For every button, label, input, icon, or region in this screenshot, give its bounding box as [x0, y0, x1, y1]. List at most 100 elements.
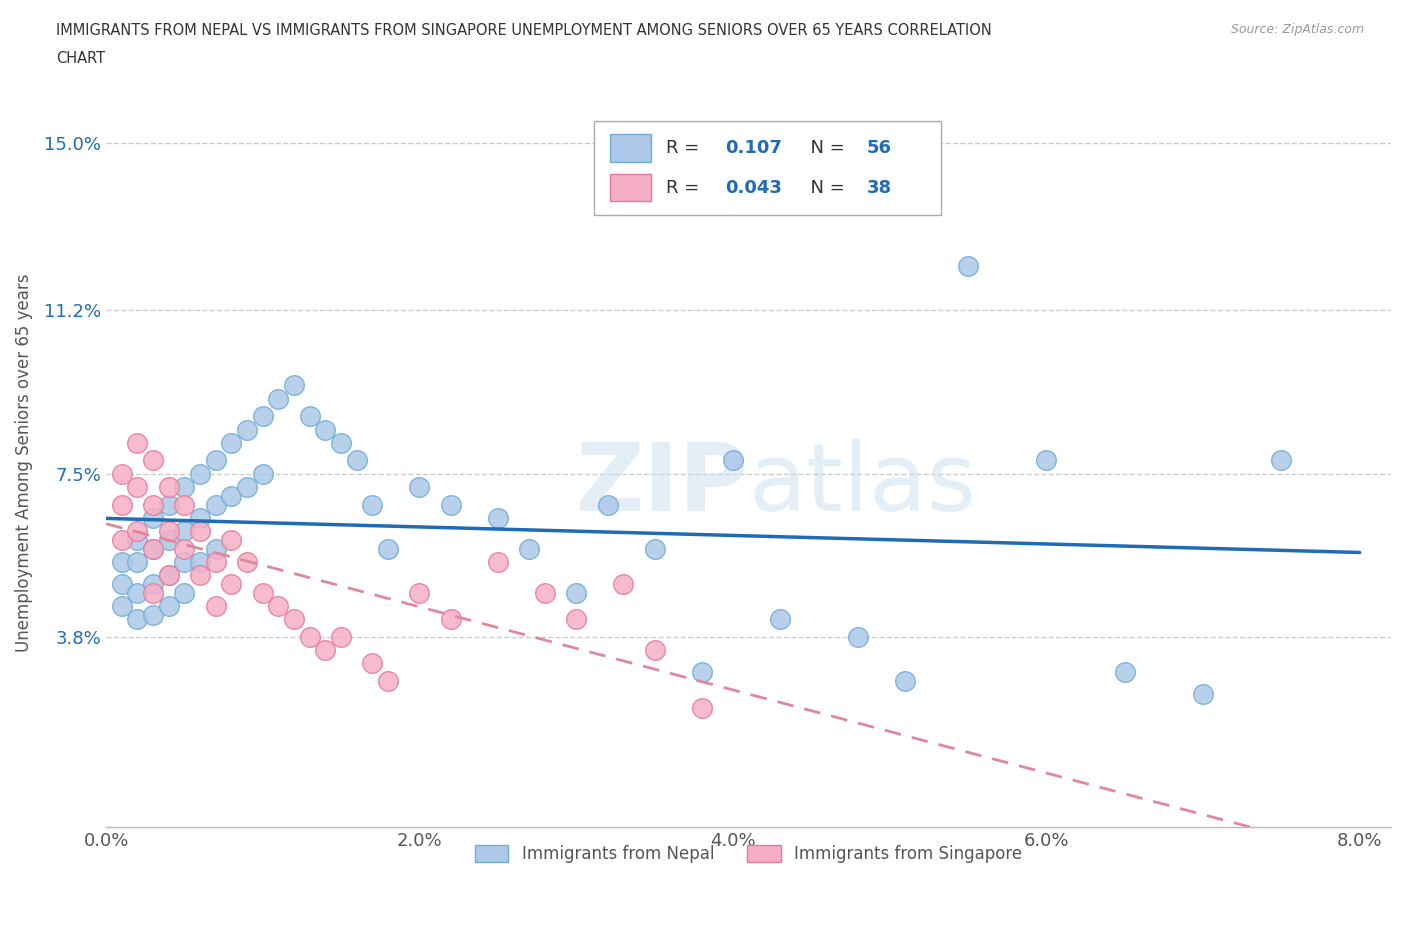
Text: 38: 38 — [866, 179, 891, 196]
Text: Source: ZipAtlas.com: Source: ZipAtlas.com — [1230, 23, 1364, 36]
Point — [204, 453, 226, 468]
Point — [188, 511, 211, 525]
Point — [173, 554, 195, 569]
Y-axis label: Unemployment Among Seniors over 65 years: Unemployment Among Seniors over 65 years — [15, 273, 32, 652]
Point — [298, 409, 321, 424]
Point — [236, 422, 259, 437]
Point — [956, 259, 979, 273]
Text: N =: N = — [799, 179, 851, 196]
Point — [111, 466, 134, 481]
Point — [127, 435, 149, 450]
Text: 0.043: 0.043 — [725, 179, 782, 196]
Point — [173, 524, 195, 538]
Text: 56: 56 — [866, 140, 891, 157]
Bar — [610, 134, 651, 162]
Point — [111, 599, 134, 614]
Point — [142, 577, 165, 591]
Point — [127, 554, 149, 569]
Point — [188, 554, 211, 569]
Text: N =: N = — [799, 140, 851, 157]
Point — [204, 541, 226, 556]
Point — [252, 585, 274, 600]
Point — [440, 498, 463, 512]
Point — [690, 700, 713, 715]
Point — [204, 498, 226, 512]
Point — [157, 498, 180, 512]
Point — [142, 585, 165, 600]
Point — [236, 554, 259, 569]
Point — [894, 673, 917, 688]
Point — [111, 533, 134, 548]
Legend: Immigrants from Nepal, Immigrants from Singapore: Immigrants from Nepal, Immigrants from S… — [468, 838, 1029, 870]
Point — [111, 498, 134, 512]
Point — [612, 577, 634, 591]
Text: atlas: atlas — [748, 439, 977, 530]
Point — [157, 568, 180, 583]
Point — [157, 524, 180, 538]
Point — [173, 541, 195, 556]
Point — [173, 498, 195, 512]
Point — [361, 656, 384, 671]
Point — [1114, 665, 1136, 680]
Point — [267, 392, 290, 406]
Point — [221, 435, 243, 450]
Point — [1035, 453, 1057, 468]
Point — [408, 585, 430, 600]
Point — [127, 533, 149, 548]
Point — [486, 511, 509, 525]
Point — [252, 409, 274, 424]
Point — [111, 554, 134, 569]
Point — [361, 498, 384, 512]
Point — [408, 480, 430, 495]
Point — [769, 612, 792, 627]
Point — [157, 568, 180, 583]
Point — [846, 630, 869, 644]
Point — [204, 599, 226, 614]
Point — [157, 599, 180, 614]
Text: R =: R = — [666, 179, 711, 196]
Point — [142, 541, 165, 556]
Point — [644, 643, 666, 658]
Text: IMMIGRANTS FROM NEPAL VS IMMIGRANTS FROM SINGAPORE UNEMPLOYMENT AMONG SENIORS OV: IMMIGRANTS FROM NEPAL VS IMMIGRANTS FROM… — [56, 23, 993, 38]
Point — [377, 673, 399, 688]
Bar — [610, 174, 651, 202]
Bar — [595, 121, 941, 215]
Point — [377, 541, 399, 556]
Point — [221, 488, 243, 503]
Point — [188, 524, 211, 538]
Point — [440, 612, 463, 627]
Point — [127, 480, 149, 495]
Point — [1192, 687, 1215, 702]
Point — [157, 480, 180, 495]
Point — [596, 498, 619, 512]
Point — [188, 568, 211, 583]
Point — [157, 533, 180, 548]
Point — [111, 577, 134, 591]
Point — [534, 585, 557, 600]
Point — [267, 599, 290, 614]
Point — [127, 524, 149, 538]
Text: R =: R = — [666, 140, 711, 157]
Point — [173, 585, 195, 600]
Point — [173, 480, 195, 495]
Point — [283, 379, 305, 393]
Point — [236, 480, 259, 495]
Point — [188, 466, 211, 481]
Text: 0.107: 0.107 — [725, 140, 782, 157]
Point — [127, 585, 149, 600]
Point — [283, 612, 305, 627]
Point — [690, 665, 713, 680]
Point — [127, 612, 149, 627]
Point — [517, 541, 540, 556]
Point — [330, 435, 353, 450]
Point — [204, 554, 226, 569]
Point — [221, 533, 243, 548]
Point — [142, 498, 165, 512]
Point — [486, 554, 509, 569]
Point — [142, 607, 165, 622]
Text: ZIP: ZIP — [575, 439, 748, 530]
Point — [565, 585, 588, 600]
Point — [330, 630, 353, 644]
Point — [721, 453, 744, 468]
Point — [298, 630, 321, 644]
